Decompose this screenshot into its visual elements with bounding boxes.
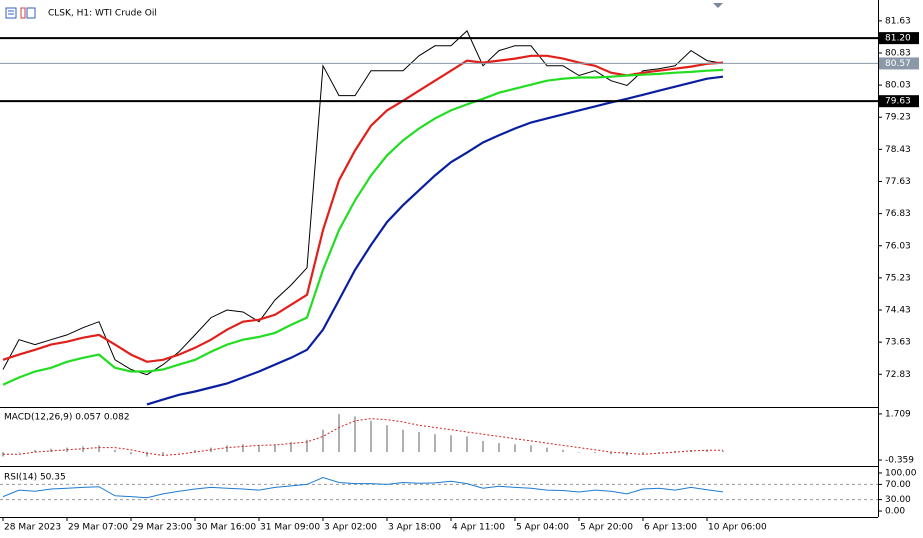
panel-title: MACD(12,26,9) 0.057 0.082 (4, 413, 130, 423)
toolbar-icons (5, 7, 36, 19)
macd-bar (242, 444, 244, 453)
macd-bar (498, 443, 500, 453)
y-tick-label: 81.63 (885, 16, 911, 26)
macd-bar (194, 449, 196, 453)
y-tick-label: 78.43 (885, 145, 911, 155)
macd-bar (722, 450, 724, 453)
x-tick-label: 3 Apr 02:00 (324, 523, 377, 533)
macd-bar (162, 452, 164, 456)
y-tick-label: 73.63 (885, 338, 911, 348)
series-line (2, 54, 724, 363)
price-label-box (879, 57, 919, 70)
macd-bar (274, 444, 276, 453)
macd-bar (546, 447, 548, 453)
macd-bar (706, 450, 708, 453)
y-tick-label: 77.63 (885, 177, 911, 187)
icon[interactable] (26, 7, 36, 19)
y-tick-label: 0.00 (885, 507, 905, 517)
macd-bar (578, 452, 580, 453)
x-tick-label: 3 Apr 18:00 (388, 523, 441, 533)
y-tick-label: 80.83 (885, 48, 911, 58)
x-tick-label: 29 Mar 23:00 (132, 523, 192, 533)
macd-bar (354, 416, 356, 453)
shift-marker (713, 3, 723, 8)
y-tick-label: 100.00 (885, 468, 917, 478)
x-tick-label: 5 Apr 20:00 (580, 523, 633, 533)
macd-bar (594, 452, 596, 454)
x-tick-label: 6 Apr 13:00 (644, 523, 697, 533)
macd-bar (386, 425, 388, 453)
macd-bar (306, 439, 308, 453)
x-tick-label: 10 Apr 06:00 (708, 523, 767, 533)
macd-bar (18, 452, 20, 453)
macd-bar (322, 429, 324, 453)
macd-bar (642, 452, 644, 455)
macd-bar (98, 445, 100, 453)
x-tick-label: 28 Mar 2023 (4, 523, 61, 533)
price-label-box (879, 32, 919, 45)
macd-bar (482, 440, 484, 453)
y-tick-label: 79.23 (885, 113, 911, 123)
x-tick-label: 29 Mar 07:00 (68, 523, 128, 533)
x-tick-label: 30 Mar 16:00 (196, 523, 256, 533)
y-tick-label: 80.03 (885, 81, 911, 91)
x-tick-label: 4 Apr 11:00 (452, 523, 505, 533)
macd-bar (370, 420, 372, 453)
macd-bar (674, 450, 676, 453)
macd-bar (514, 444, 516, 453)
chart-title: CLSK, H1: WTI Crude Oil (48, 9, 157, 19)
macd-bar (434, 434, 436, 453)
macd-bar (114, 449, 116, 453)
price-label: 80.57 (885, 59, 911, 69)
y-tick-label: -0.359 (885, 456, 914, 466)
macd-bar (610, 452, 612, 455)
macd-bar (290, 442, 292, 453)
price-label: 79.63 (885, 97, 911, 107)
y-tick-label: 75.23 (885, 273, 911, 283)
series-line (146, 75, 724, 406)
macd-bar (178, 452, 180, 453)
macd-bar (530, 445, 532, 453)
y-tick-label: 70.00 (885, 480, 911, 490)
macd-bar (130, 452, 132, 455)
series-line (2, 476, 724, 499)
macd-bar (146, 452, 148, 457)
y-tick-label: 76.03 (885, 241, 911, 251)
macd-bar (562, 449, 564, 453)
price-label: 81.20 (885, 34, 911, 44)
y-tick-label: 74.43 (885, 306, 911, 316)
series-line (2, 68, 724, 386)
macd-bar (226, 445, 228, 453)
y-tick-label: 76.83 (885, 209, 911, 219)
macd-bar (450, 435, 452, 453)
icon[interactable] (20, 7, 26, 19)
macd-bar (34, 449, 36, 453)
macd-bar (82, 446, 84, 453)
macd-bar (418, 431, 420, 453)
macd-bar (466, 436, 468, 453)
series-line (2, 30, 724, 376)
icon[interactable] (5, 7, 17, 19)
series-line (3, 418, 724, 456)
x-tick-label: 5 Apr 04:00 (516, 523, 569, 533)
macd-bar (258, 445, 260, 453)
macd-bar (338, 414, 340, 453)
panel-title: RSI(14) 50.35 (4, 473, 66, 483)
macd-bar (626, 452, 628, 456)
y-tick-label: 30.00 (885, 495, 911, 505)
y-tick-label: 72.83 (885, 370, 911, 380)
price-label-box (879, 95, 919, 108)
y-tick-label: 1.709 (885, 409, 911, 419)
macd-bar (658, 452, 660, 453)
macd-bar (402, 429, 404, 453)
x-tick-label: 31 Mar 09:00 (260, 523, 320, 533)
macd-bar (50, 448, 52, 453)
